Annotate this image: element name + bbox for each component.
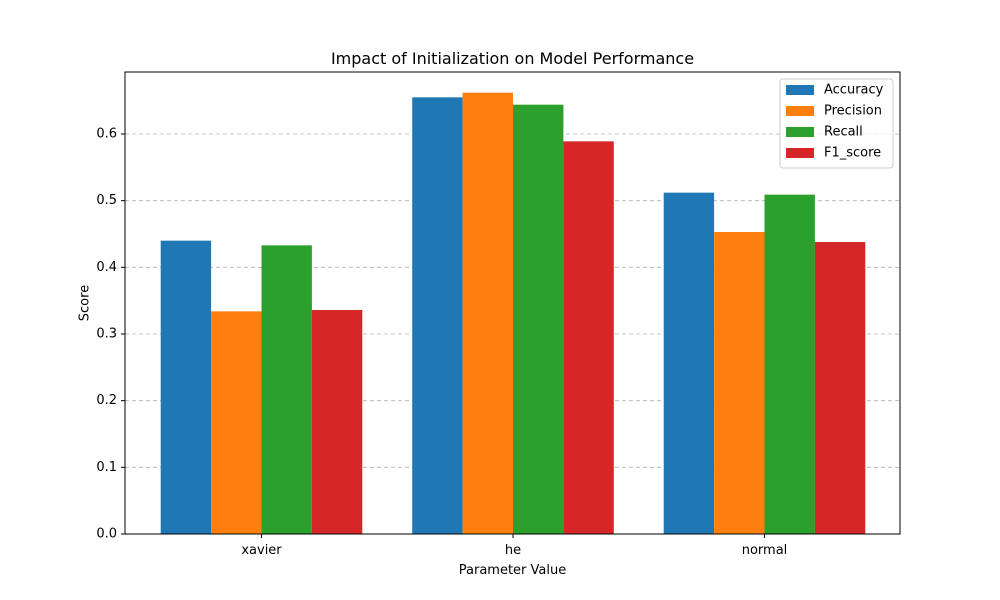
legend-label: Accuracy: [824, 83, 884, 98]
y-axis-ticks: 0.0 0.1 0.2 0.3 0.4 0.5 0.6: [96, 127, 125, 542]
bar-precision-xavier: [211, 311, 262, 534]
bar-recall-xavier: [261, 245, 312, 535]
bar-f1-score-he: [563, 141, 614, 535]
y-tick-label: 0.4: [96, 260, 117, 275]
x-axis-ticks: xavier he normal: [241, 534, 787, 558]
legend: Accuracy Precision Recall F1_score: [779, 78, 894, 169]
x-tick-label: normal: [742, 543, 788, 558]
y-tick-label: 0.2: [96, 393, 117, 408]
chart-title: Impact of Initialization on Model Perfor…: [331, 49, 694, 68]
y-tick-label: 0.1: [96, 460, 117, 475]
bar-f1-score-xavier: [311, 310, 363, 534]
bar-recall-normal: [764, 194, 815, 534]
y-axis-label: Score: [78, 285, 93, 321]
bars: [160, 92, 866, 535]
legend-swatch: [786, 85, 814, 95]
bar-accuracy-xavier: [160, 240, 212, 534]
legend-swatch: [786, 148, 814, 158]
x-axis-label: Parameter Value: [459, 563, 566, 578]
x-tick-label: xavier: [241, 543, 282, 558]
y-tick-label: 0.5: [96, 193, 117, 208]
legend-label: Precision: [824, 104, 882, 119]
bar-precision-he: [462, 92, 513, 535]
legend-label: Recall: [824, 125, 863, 140]
bar-accuracy-normal: [663, 192, 715, 534]
y-tick-label: 0.3: [96, 327, 117, 342]
legend-swatch: [786, 106, 814, 116]
y-tick-label: 0.0: [96, 527, 117, 542]
bar-precision-normal: [714, 232, 765, 534]
legend-label: F1_score: [824, 146, 881, 161]
x-tick-label: he: [505, 543, 521, 558]
y-tick-label: 0.6: [96, 127, 117, 142]
bar-f1-score-normal: [814, 242, 866, 534]
bar-accuracy-he: [412, 97, 463, 534]
legend-swatch: [786, 127, 814, 137]
legend-box: [779, 78, 894, 169]
bar-recall-he: [513, 104, 564, 535]
